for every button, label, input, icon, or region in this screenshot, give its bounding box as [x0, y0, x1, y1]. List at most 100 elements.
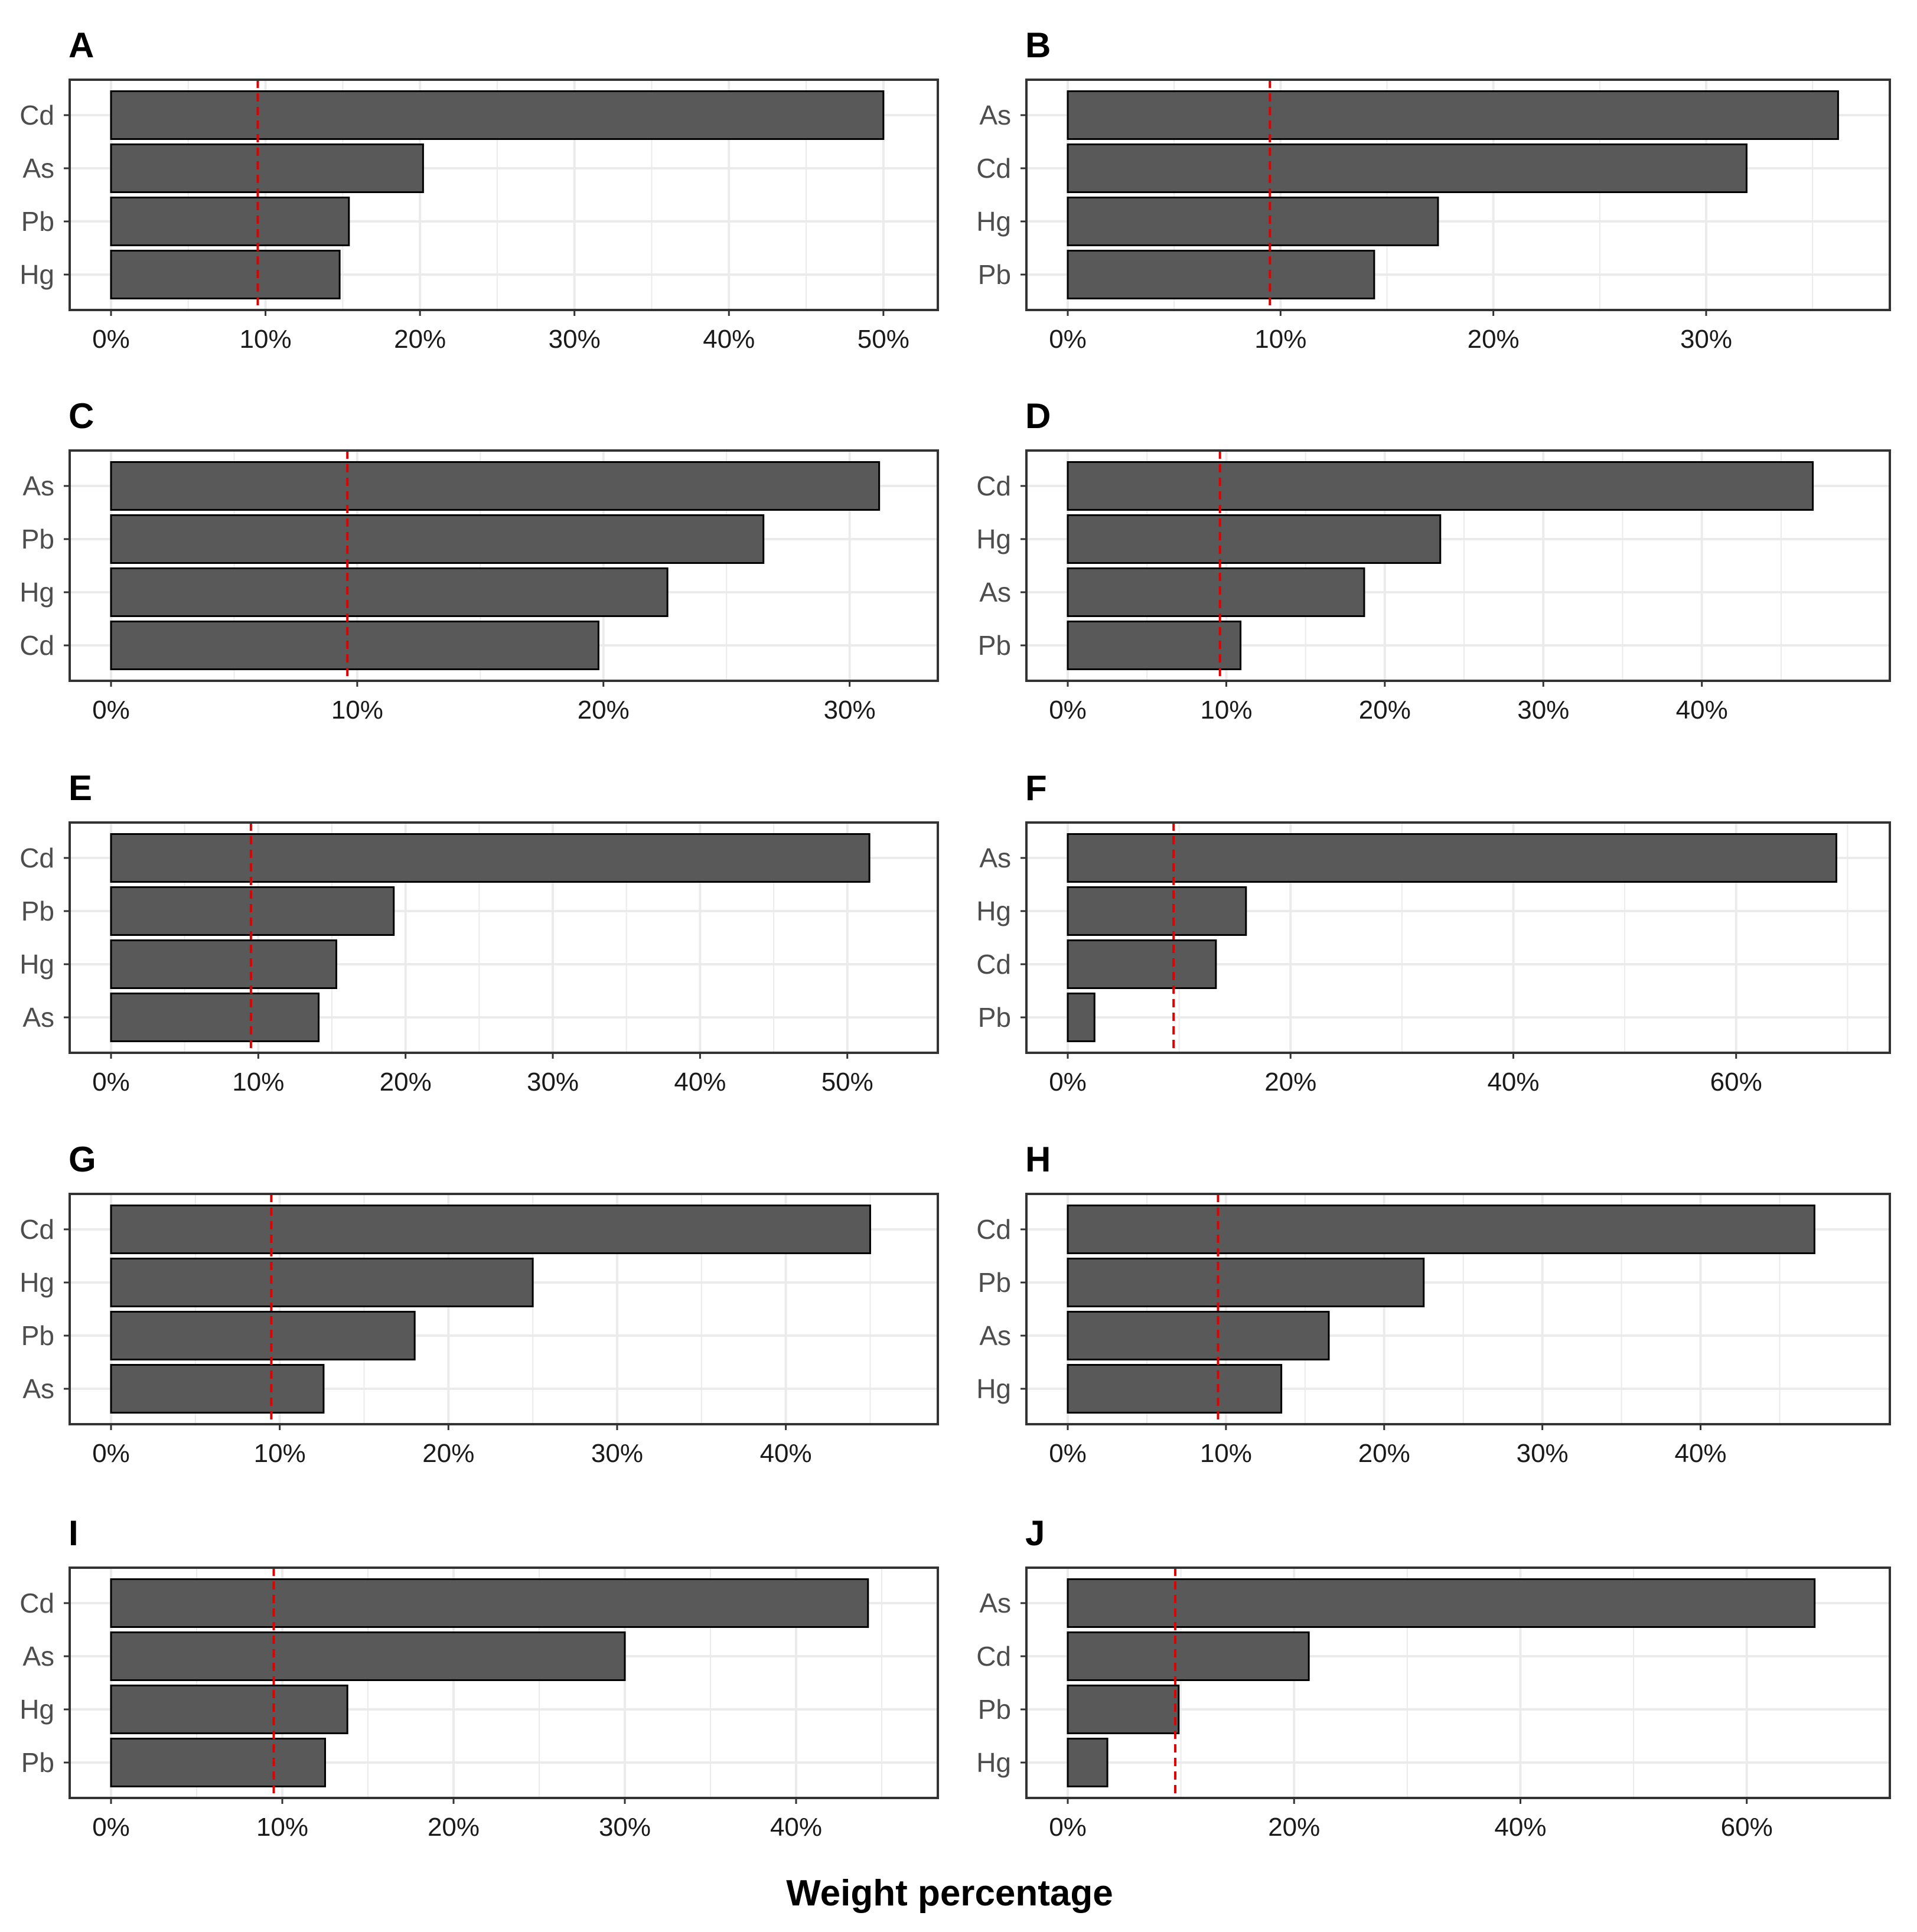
bar-cd: [1067, 143, 1748, 193]
x-tick-label: 0%: [92, 1439, 130, 1468]
category-label: As: [22, 1641, 54, 1672]
x-tick-label: 20%: [422, 1439, 474, 1468]
category-label: Hg: [19, 1694, 54, 1725]
x-tick-label: 10%: [1200, 696, 1252, 724]
bar-as: [1067, 1578, 1816, 1628]
panel-label: J: [1025, 1513, 1045, 1553]
category-label: Pb: [21, 524, 54, 554]
x-tick-label: 40%: [1676, 696, 1728, 724]
x-tick-label: 40%: [1674, 1439, 1726, 1468]
x-tick-label: 0%: [1049, 325, 1087, 354]
category-label: Cd: [976, 153, 1011, 184]
plot-frame: [69, 821, 939, 1054]
x-tick-label: 30%: [1680, 325, 1732, 354]
plot-frame: [69, 1193, 939, 1425]
plot-frame: [1025, 821, 1891, 1054]
x-tick-label: 0%: [1049, 1813, 1087, 1842]
bar-cd: [1067, 939, 1217, 989]
bar-hg: [1067, 514, 1442, 564]
bar-cd: [110, 621, 599, 670]
bar-hg: [110, 567, 669, 617]
x-tick-label: 20%: [1468, 325, 1520, 354]
category-label: Pb: [21, 896, 54, 926]
x-tick-label: 10%: [240, 325, 292, 354]
panel-d: D Cd Hg As Pb 0% 10% 20% 30% 40%: [976, 396, 1891, 724]
category-label: As: [22, 1002, 54, 1033]
x-tick-label: 40%: [1487, 1068, 1539, 1096]
x-tick-label: 20%: [1359, 696, 1411, 724]
category-label: Pb: [978, 1002, 1011, 1033]
category-label: Cd: [19, 630, 54, 661]
x-tick-label: 0%: [92, 325, 130, 354]
category-label: Cd: [19, 100, 54, 130]
category-label: Pb: [978, 630, 1011, 661]
x-tick-label: 20%: [1264, 1068, 1316, 1096]
bar-pb: [110, 514, 765, 564]
panel-label: F: [1025, 768, 1047, 808]
bar-hg: [110, 939, 337, 989]
bar-pb: [1067, 1258, 1425, 1307]
x-tick-label: 20%: [1268, 1813, 1320, 1842]
plot-frame: [69, 79, 939, 311]
bar-pb: [1067, 621, 1242, 670]
plot-frame: [1025, 449, 1891, 682]
bar-cd: [1067, 461, 1814, 511]
category-label: Pb: [21, 206, 54, 237]
bar-cd: [110, 1578, 869, 1628]
category-label: As: [22, 153, 54, 184]
x-tick-label: 60%: [1721, 1813, 1773, 1842]
panel-label: A: [69, 25, 94, 65]
x-tick-label: 30%: [549, 325, 601, 354]
bar-as: [110, 1631, 626, 1681]
category-label: Pb: [978, 259, 1011, 290]
x-tick-label: 0%: [1049, 1068, 1087, 1096]
plot-frame: [1025, 1567, 1891, 1799]
x-tick-label: 20%: [578, 696, 630, 724]
bar-pb: [110, 886, 395, 936]
category-label: Pb: [978, 1267, 1011, 1298]
x-tick-label: 0%: [92, 1068, 130, 1096]
x-tick-label: 10%: [1200, 1439, 1252, 1468]
bar-pb: [110, 1738, 326, 1787]
category-label: Cd: [19, 1214, 54, 1245]
category-label: Cd: [976, 949, 1011, 980]
bar-cd: [110, 90, 885, 140]
panel-label: G: [69, 1140, 96, 1179]
panel-i: I Cd As Hg Pb 0% 10% 20% 30% 40%: [19, 1513, 939, 1842]
x-tick-label: 30%: [824, 696, 876, 724]
x-tick-label: 20%: [1358, 1439, 1410, 1468]
x-tick-label: 40%: [674, 1068, 726, 1096]
bar-hg: [110, 250, 341, 299]
panel-label: I: [69, 1513, 79, 1553]
x-tick-label: 30%: [1517, 696, 1569, 724]
panel-f: F As Hg Cd Pb 0% 20% 40% 60%: [976, 768, 1891, 1096]
bar-as: [110, 993, 320, 1042]
x-axis-title: Weight percentage: [786, 1873, 1113, 1914]
category-label: Hg: [976, 896, 1011, 926]
x-tick-label: 0%: [92, 1813, 130, 1842]
plot-frame: [69, 1567, 939, 1799]
panel-g: G Cd Hg Pb As 0% 10% 20% 30% 40%: [19, 1140, 939, 1468]
bar-as: [110, 143, 424, 193]
panel-label: E: [69, 768, 92, 808]
bar-hg: [1067, 1738, 1109, 1787]
bar-cd: [110, 1205, 871, 1254]
x-tick-label: 0%: [1049, 1439, 1087, 1468]
bar-as: [110, 461, 881, 511]
category-label: As: [979, 100, 1011, 130]
panel-label: H: [1025, 1140, 1051, 1179]
x-tick-label: 40%: [703, 325, 755, 354]
category-label: Pb: [978, 1694, 1011, 1725]
x-tick-label: 0%: [1049, 696, 1087, 724]
x-tick-label: 50%: [858, 325, 909, 354]
x-tick-label: 10%: [1254, 325, 1306, 354]
bar-cd: [1067, 1631, 1310, 1681]
x-tick-label: 20%: [428, 1813, 480, 1842]
category-label: Hg: [976, 1373, 1011, 1404]
category-label: As: [979, 843, 1011, 873]
bar-cd: [1067, 1205, 1815, 1254]
category-label: Cd: [19, 843, 54, 873]
panel-h: H Cd Pb As Hg 0% 10% 20% 30% 40%: [976, 1140, 1891, 1468]
plot-frame: [1025, 1193, 1891, 1425]
category-label: As: [22, 1373, 54, 1404]
